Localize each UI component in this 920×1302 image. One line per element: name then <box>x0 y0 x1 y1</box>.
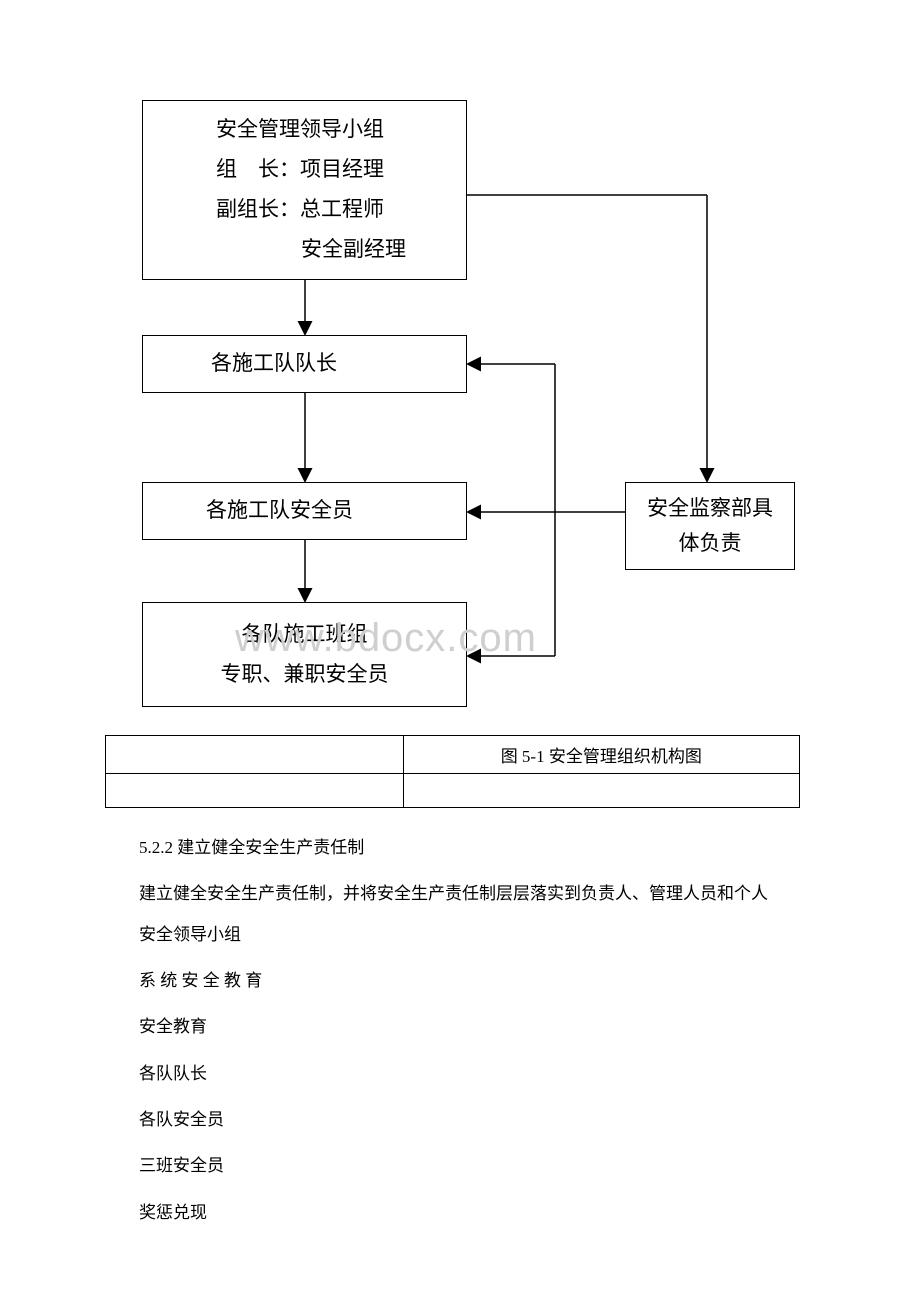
caption-cell <box>106 736 404 774</box>
node-text: 安全管理领导小组 <box>216 110 448 150</box>
node-text: 安全副经理 <box>301 230 448 270</box>
list-item: 三班安全员 <box>105 1153 805 1179</box>
node-text: 体负责 <box>679 526 742 561</box>
table-row <box>106 774 800 808</box>
node-supervision-dept: 安全监察部具 体负责 <box>625 482 795 570</box>
node-text: 各队施工班组 <box>242 615 368 655</box>
list-item: 各队安全员 <box>105 1107 805 1133</box>
list-item: 安全教育 <box>105 1014 805 1040</box>
caption-cell <box>403 774 799 808</box>
table-row: 图 5-1 安全管理组织机构图 <box>106 736 800 774</box>
node-team-leaders: 各施工队队长 <box>142 335 467 393</box>
node-leadership-group: 安全管理领导小组 组 长：项目经理 副组长：总工程师 安全副经理 <box>142 100 467 280</box>
caption-cell <box>106 774 404 808</box>
node-text: 各施工队安全员 <box>206 491 353 531</box>
node-text: 安全监察部具 <box>647 491 773 526</box>
node-safety-officers: 各施工队安全员 <box>142 482 467 540</box>
node-text: 专职、兼职安全员 <box>221 655 389 695</box>
list-item: 系 统 安 全 教 育 <box>105 968 805 994</box>
list-item: 安全领导小组 <box>105 922 805 948</box>
node-text: 副组长：总工程师 <box>216 190 448 230</box>
caption-cell: 图 5-1 安全管理组织机构图 <box>403 736 799 774</box>
node-text: 组 长：项目经理 <box>216 150 448 190</box>
paragraph: 建立健全安全生产责任制，并将安全生产责任制层层落实到负责人、管理人员和个人 <box>105 881 805 907</box>
document-body: 5.2.2 建立健全安全生产责任制 建立健全安全生产责任制，并将安全生产责任制层… <box>105 835 805 1246</box>
list-item: 各队队长 <box>105 1061 805 1087</box>
node-text: 各施工队队长 <box>211 344 337 384</box>
section-heading: 5.2.2 建立健全安全生产责任制 <box>105 835 805 861</box>
list-item: 奖惩兑现 <box>105 1200 805 1226</box>
node-construction-crew: 各队施工班组 专职、兼职安全员 <box>142 602 467 707</box>
org-flowchart: 安全管理领导小组 组 长：项目经理 副组长：总工程师 安全副经理 各施工队队长 … <box>0 0 920 730</box>
figure-caption-table: 图 5-1 安全管理组织机构图 <box>105 735 800 808</box>
